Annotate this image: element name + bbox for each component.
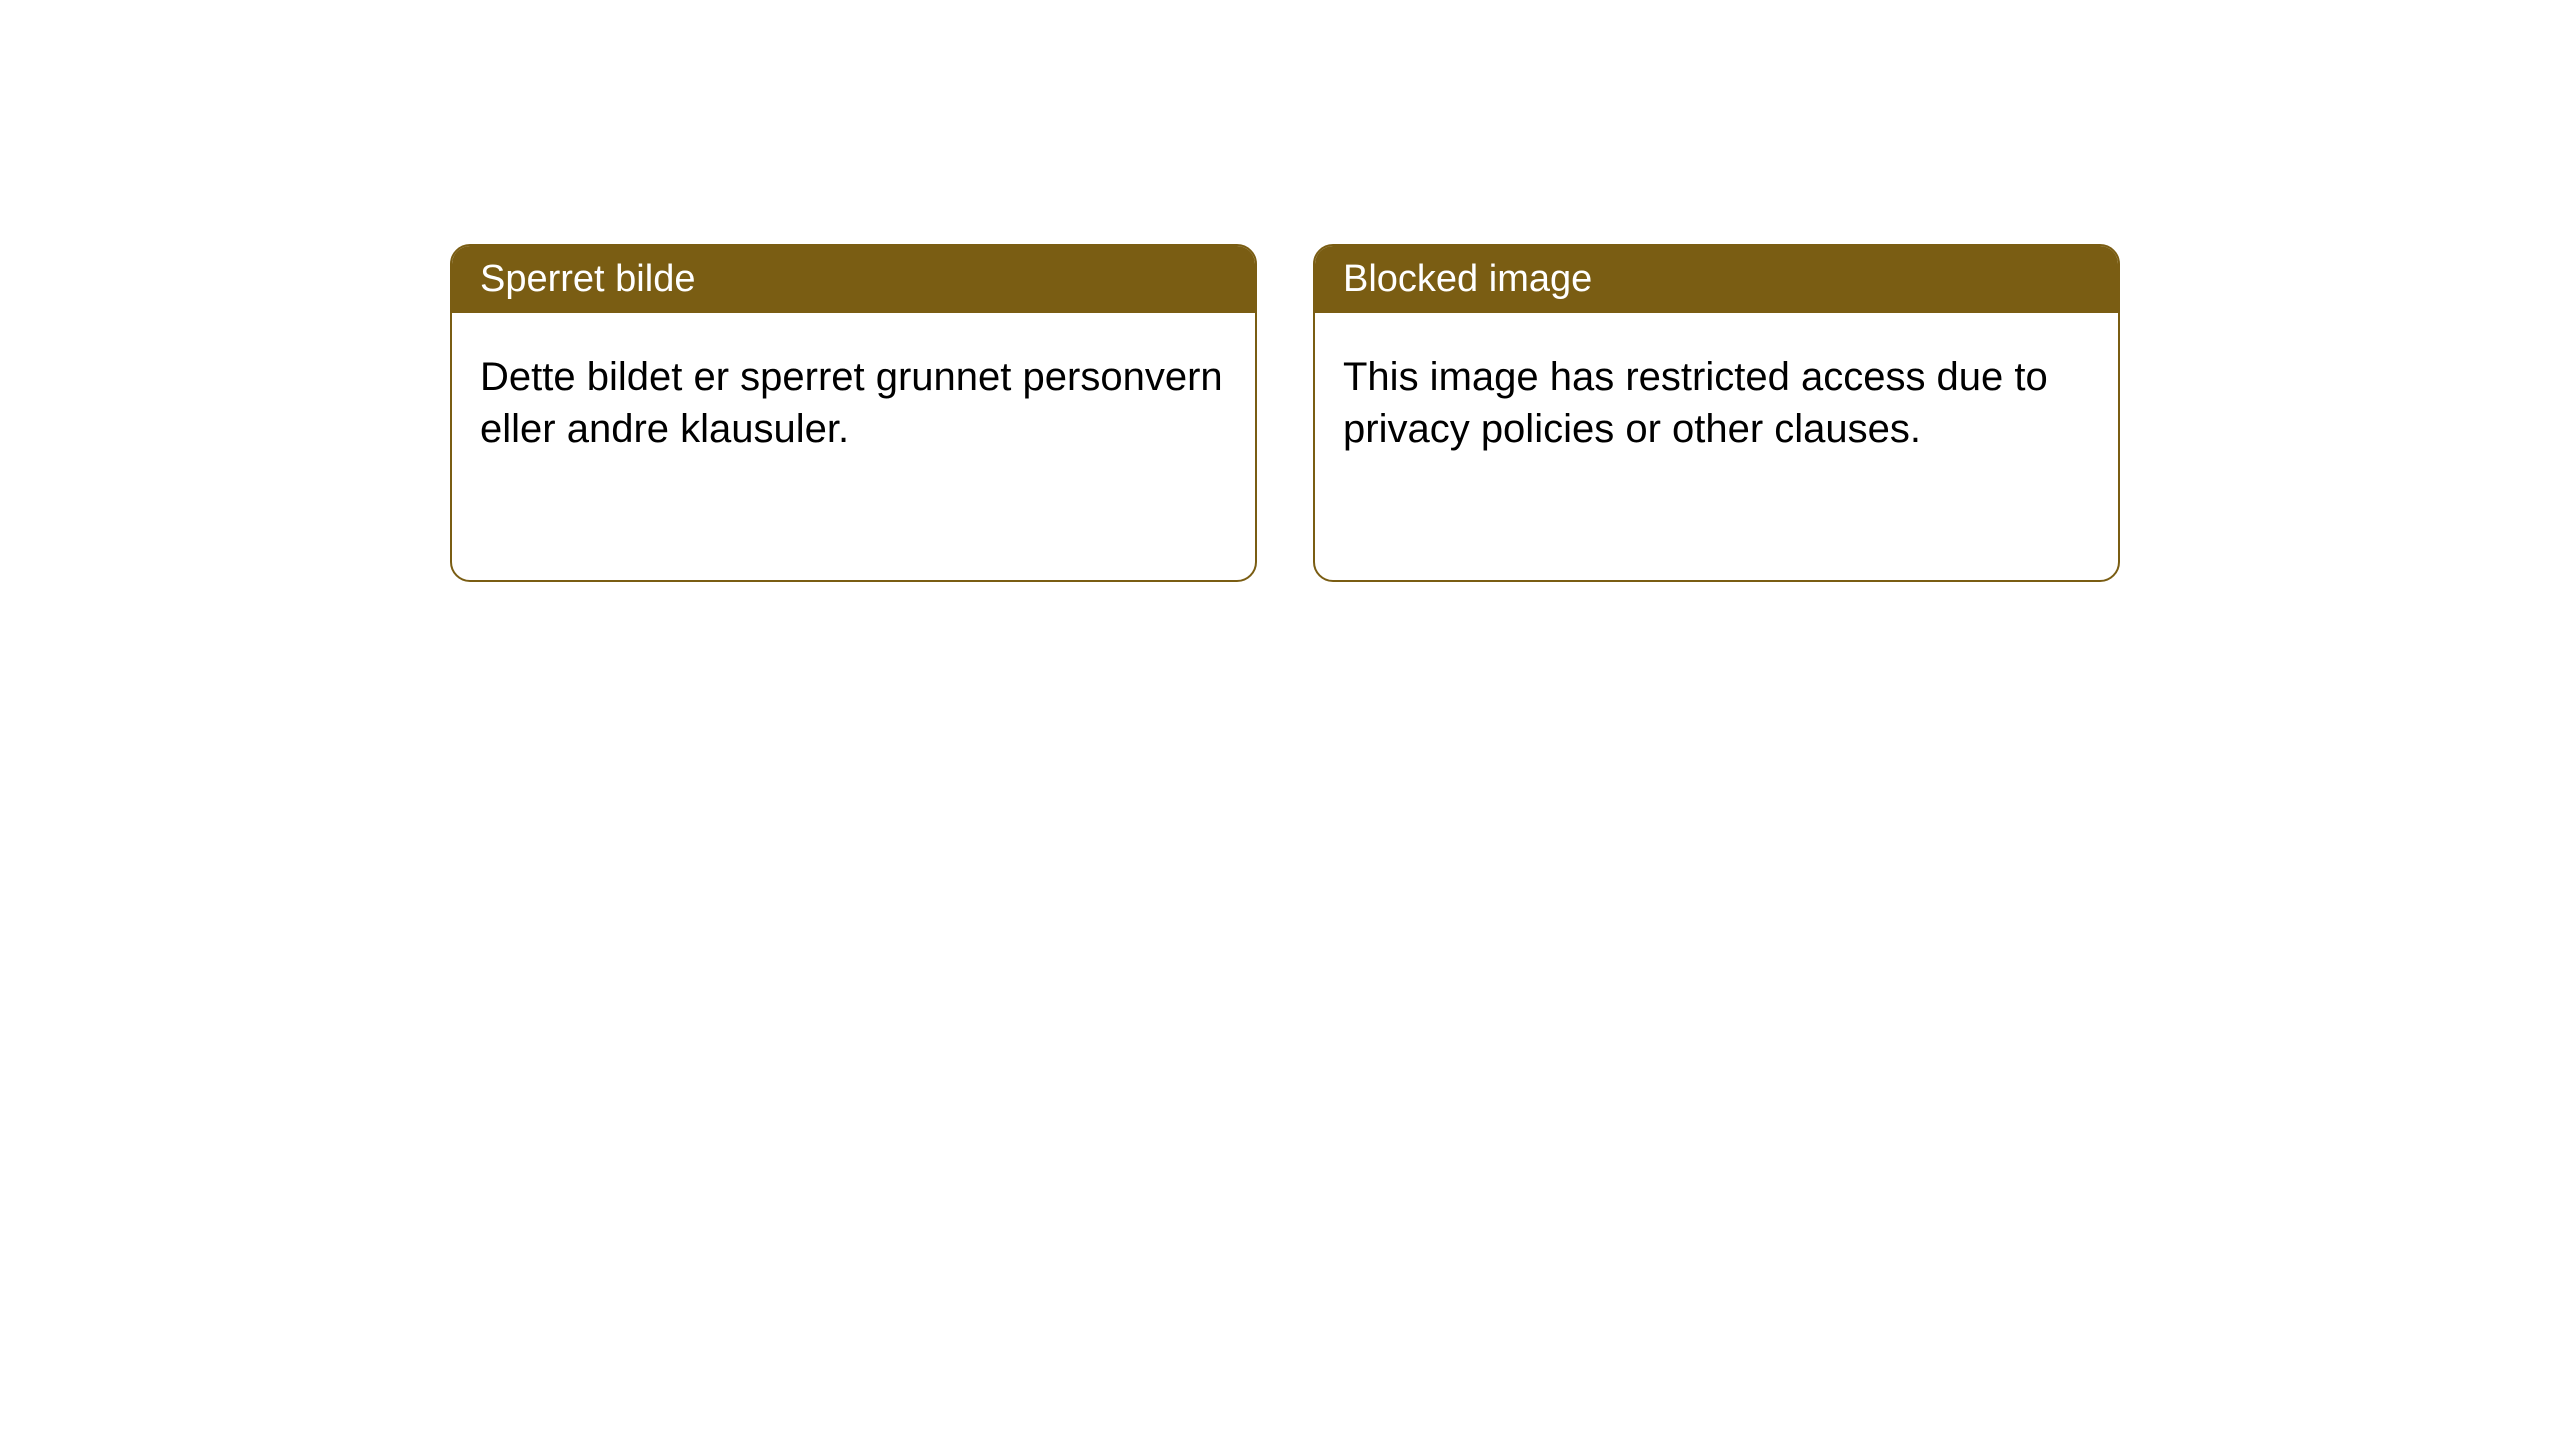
card-body: Dette bildet er sperret grunnet personve… [452,313,1255,493]
notice-card-english: Blocked image This image has restricted … [1313,244,2120,582]
card-title: Sperret bilde [480,258,695,300]
card-title: Blocked image [1343,258,1592,300]
card-header: Sperret bilde [452,246,1255,313]
card-header: Blocked image [1315,246,2118,313]
card-body: This image has restricted access due to … [1315,313,2118,493]
card-body-text: Dette bildet er sperret grunnet personve… [480,355,1223,451]
card-body-text: This image has restricted access due to … [1343,355,2048,451]
notice-container: Sperret bilde Dette bildet er sperret gr… [0,0,2560,582]
notice-card-norwegian: Sperret bilde Dette bildet er sperret gr… [450,244,1257,582]
